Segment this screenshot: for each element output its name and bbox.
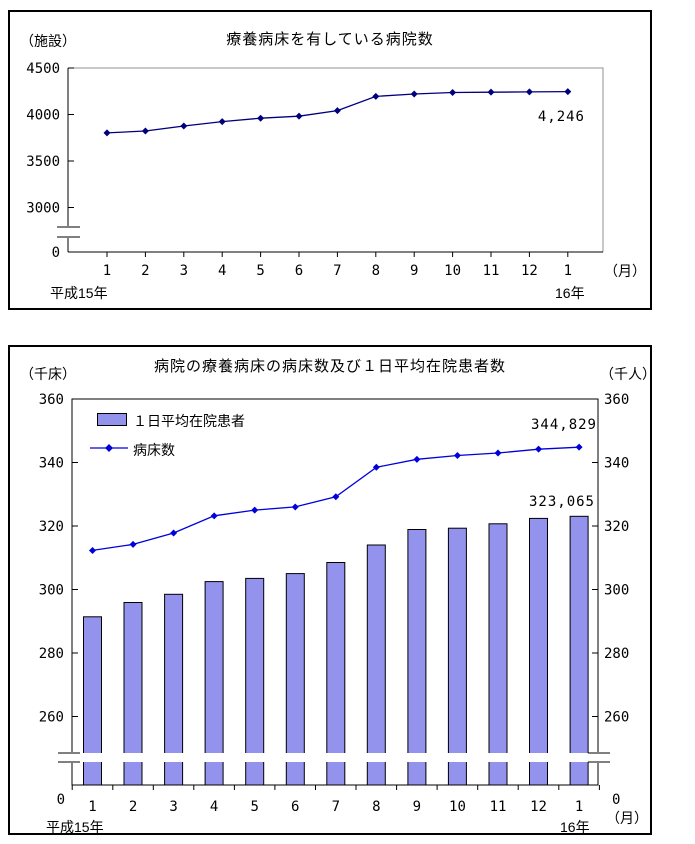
chart2-title: 病院の療養病床の病床数及び１日平均在院患者数 xyxy=(153,358,506,375)
svg-text:360: 360 xyxy=(39,392,64,408)
chart1-month-note: （月） xyxy=(604,263,646,279)
chart2-unit-left: （千床） xyxy=(20,366,76,382)
svg-text:340: 340 xyxy=(604,456,629,472)
svg-text:12: 12 xyxy=(521,263,538,279)
svg-text:1: 1 xyxy=(575,799,583,815)
svg-text:10: 10 xyxy=(449,799,466,815)
legend-bar-swatch xyxy=(97,413,127,426)
beds-patients-chart: 病院の療養病床の病床数及び１日平均在院患者数 （千床） （千人） 360 360 3… xyxy=(8,345,656,835)
svg-text:6: 6 xyxy=(295,263,303,279)
chart1-unit-left: （施設） xyxy=(20,33,76,49)
svg-text:4000: 4000 xyxy=(26,108,60,124)
svg-text:11: 11 xyxy=(490,799,507,815)
svg-text:340: 340 xyxy=(39,456,64,472)
svg-text:280: 280 xyxy=(39,646,64,662)
svg-text:360: 360 xyxy=(604,392,629,408)
chart2-line-last-value-label: 344,829 xyxy=(530,417,597,433)
svg-text:0: 0 xyxy=(612,792,620,808)
svg-text:7: 7 xyxy=(332,799,340,815)
svg-text:280: 280 xyxy=(604,646,629,662)
legend-line-label: 病床数 xyxy=(133,442,175,458)
svg-text:320: 320 xyxy=(604,519,629,535)
svg-text:2: 2 xyxy=(141,263,149,279)
svg-text:4: 4 xyxy=(218,263,226,279)
svg-text:8: 8 xyxy=(372,799,380,815)
svg-text:11: 11 xyxy=(483,263,500,279)
svg-text:260: 260 xyxy=(39,710,64,726)
svg-text:6: 6 xyxy=(291,799,299,815)
svg-text:4500: 4500 xyxy=(26,61,60,77)
svg-text:5: 5 xyxy=(250,799,258,815)
svg-text:0: 0 xyxy=(57,792,65,808)
svg-text:1: 1 xyxy=(88,799,96,815)
chart2-bar-last-value-label: 323,065 xyxy=(528,494,595,510)
svg-text:8: 8 xyxy=(372,263,380,279)
svg-text:260: 260 xyxy=(604,710,629,726)
svg-text:0: 0 xyxy=(52,245,60,261)
svg-text:7: 7 xyxy=(333,263,341,279)
svg-text:3: 3 xyxy=(180,263,188,279)
chart1-title: 療養病床を有している病院数 xyxy=(226,31,434,48)
svg-text:1: 1 xyxy=(103,263,111,279)
svg-text:4: 4 xyxy=(210,799,218,815)
svg-text:10: 10 xyxy=(444,263,461,279)
hospital-count-chart: 療養病床を有している病院数 （施設） 4500 4000 3500 3000 0 1 2 3 4… xyxy=(8,10,652,310)
svg-text:3000: 3000 xyxy=(26,201,60,217)
svg-text:300: 300 xyxy=(39,583,64,599)
svg-text:9: 9 xyxy=(413,799,421,815)
svg-text:1: 1 xyxy=(564,263,572,279)
chart1-last-value-label: 4,246 xyxy=(537,109,585,125)
svg-text:3: 3 xyxy=(169,799,177,815)
chart1-year-start: 平成15年 xyxy=(50,285,108,301)
svg-text:12: 12 xyxy=(530,799,547,815)
chart1-year-end: 16年 xyxy=(555,285,585,301)
svg-text:3500: 3500 xyxy=(26,154,60,170)
svg-text:9: 9 xyxy=(410,263,418,279)
svg-text:5: 5 xyxy=(256,263,264,279)
svg-text:300: 300 xyxy=(604,583,629,599)
svg-text:320: 320 xyxy=(39,519,64,535)
legend-bar-label: １日平均在院患者 xyxy=(133,413,245,429)
chart2-year-end: 16年 xyxy=(560,819,590,835)
svg-text:2: 2 xyxy=(129,799,137,815)
chart2-month-note: （月） xyxy=(606,810,648,826)
chart2-year-start: 平成15年 xyxy=(46,819,104,835)
chart2-unit-right: （千人） xyxy=(600,366,656,382)
